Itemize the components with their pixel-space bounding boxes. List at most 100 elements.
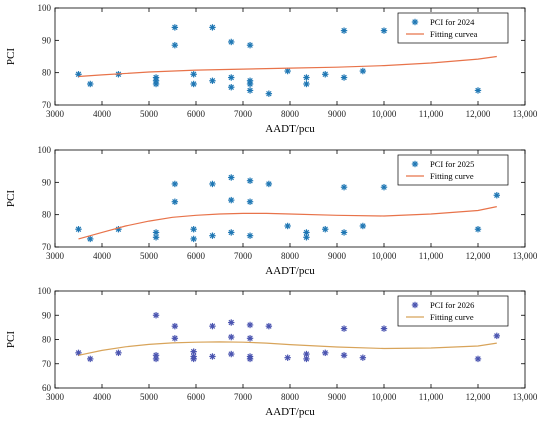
data-point (340, 183, 348, 191)
x-tick-label: 5000 (140, 109, 159, 119)
x-tick-label: 5000 (140, 251, 159, 261)
y-tick-label: 100 (38, 145, 52, 155)
data-point (303, 234, 310, 241)
data-point (284, 67, 291, 75)
x-tick-label: 9000 (328, 251, 347, 261)
data-point (87, 235, 94, 243)
chart-panel-2: 3000 4000 5000 6000 7000 8000 9000 10,000 11,000… (5, 145, 538, 277)
data-point (152, 234, 160, 241)
x-axis-label: AADT/pcu (265, 265, 315, 277)
y-tick-label: 80 (42, 68, 52, 78)
data-point (303, 355, 310, 363)
legend-entry-label: PCI for 2024 (430, 17, 475, 27)
x-tick-label: 11,000 (419, 251, 444, 261)
legend-marker-swatch (411, 160, 419, 168)
legend: PCI for 2026 Fitting curve (397, 295, 509, 327)
x-tick-label: 3000 (46, 392, 65, 402)
y-axis-label: PCI (5, 48, 17, 65)
legend-entry-label: Fitting curvea (430, 29, 478, 39)
fitting-curve-line (78, 341, 497, 356)
x-tick-label: 12,000 (466, 251, 491, 261)
data-point (380, 325, 388, 332)
data-point (265, 90, 273, 97)
data-point (265, 322, 273, 330)
y-tick-label: 60 (42, 383, 52, 393)
data-point (228, 74, 235, 81)
y-tick-label: 70 (42, 359, 52, 369)
x-tick-label: 3000 (46, 109, 65, 119)
data-point (228, 84, 235, 91)
data-point (209, 180, 216, 188)
x-tick-label: 10,000 (372, 109, 397, 119)
data-point (228, 38, 235, 46)
data-point (190, 71, 197, 78)
data-point (87, 355, 94, 363)
legend-entry-label: Fitting curve (430, 312, 474, 322)
data-point (246, 41, 254, 49)
scatter-series (75, 174, 500, 243)
x-tick-label: 13,000 (513, 251, 538, 261)
data-point (209, 77, 216, 84)
x-tick-label: 8000 (281, 251, 300, 261)
data-point (209, 353, 216, 360)
y-tick-label: 70 (42, 242, 52, 252)
data-point (284, 354, 291, 361)
data-point (340, 229, 348, 236)
legend-box (397, 12, 509, 44)
data-point (322, 226, 329, 233)
x-tick-label: 12,000 (466, 109, 491, 119)
data-point (171, 335, 179, 342)
fitting-curve-line (78, 206, 497, 240)
legend-entry-label: PCI for 2025 (430, 159, 474, 169)
data-point (87, 80, 94, 88)
y-axis-label: PCI (5, 331, 17, 348)
y-tick-label: 100 (38, 3, 52, 13)
x-tick-label: 7000 (234, 109, 253, 119)
data-point (246, 177, 254, 184)
legend-entry-label: PCI for 2026 (430, 300, 474, 310)
x-tick-label: 3000 (46, 251, 65, 261)
x-tick-label: 4000 (93, 251, 112, 261)
data-point (322, 71, 329, 78)
data-point (228, 350, 235, 358)
y-tick-label: 70 (42, 100, 52, 110)
y-tick-label: 90 (42, 310, 52, 320)
data-point (340, 74, 348, 81)
x-tick-label: 4000 (93, 392, 112, 402)
data-point (171, 24, 179, 31)
x-tick-label: 6000 (187, 109, 206, 119)
legend: PCI for 2025 Fitting curve (397, 154, 509, 186)
legend-marker-swatch (411, 18, 419, 26)
data-point (246, 87, 254, 94)
x-tick-label: 6000 (187, 392, 206, 402)
x-tick-label: 6000 (187, 251, 206, 261)
data-point (340, 27, 348, 34)
data-point (190, 80, 197, 88)
x-axis-label: AADT/pcu (265, 123, 315, 135)
y-axis-label: PCI (5, 190, 17, 207)
data-point (152, 312, 160, 319)
x-tick-label: 7000 (234, 392, 253, 402)
data-point (359, 67, 367, 75)
data-point (115, 349, 122, 357)
legend-box (397, 295, 509, 327)
data-point (246, 335, 254, 342)
data-point (209, 24, 216, 31)
data-point (380, 27, 388, 34)
data-point (190, 226, 197, 233)
x-tick-label: 10,000 (372, 251, 397, 261)
data-point (493, 332, 500, 340)
x-tick-label: 13,000 (513, 392, 538, 402)
data-point (228, 333, 235, 341)
data-point (171, 180, 179, 188)
chart-panel-1: 3000 4000 5000 6000 7000 8000 9000 10,000 11,000… (5, 3, 538, 135)
x-tick-label: 5000 (140, 392, 159, 402)
data-point (246, 355, 254, 363)
data-point (171, 198, 179, 205)
data-point (190, 348, 197, 355)
data-point (284, 222, 291, 230)
y-tick-label: 90 (42, 177, 52, 187)
data-point (152, 80, 160, 88)
data-point (228, 196, 235, 204)
legend-entry-label: Fitting curve (430, 171, 474, 181)
